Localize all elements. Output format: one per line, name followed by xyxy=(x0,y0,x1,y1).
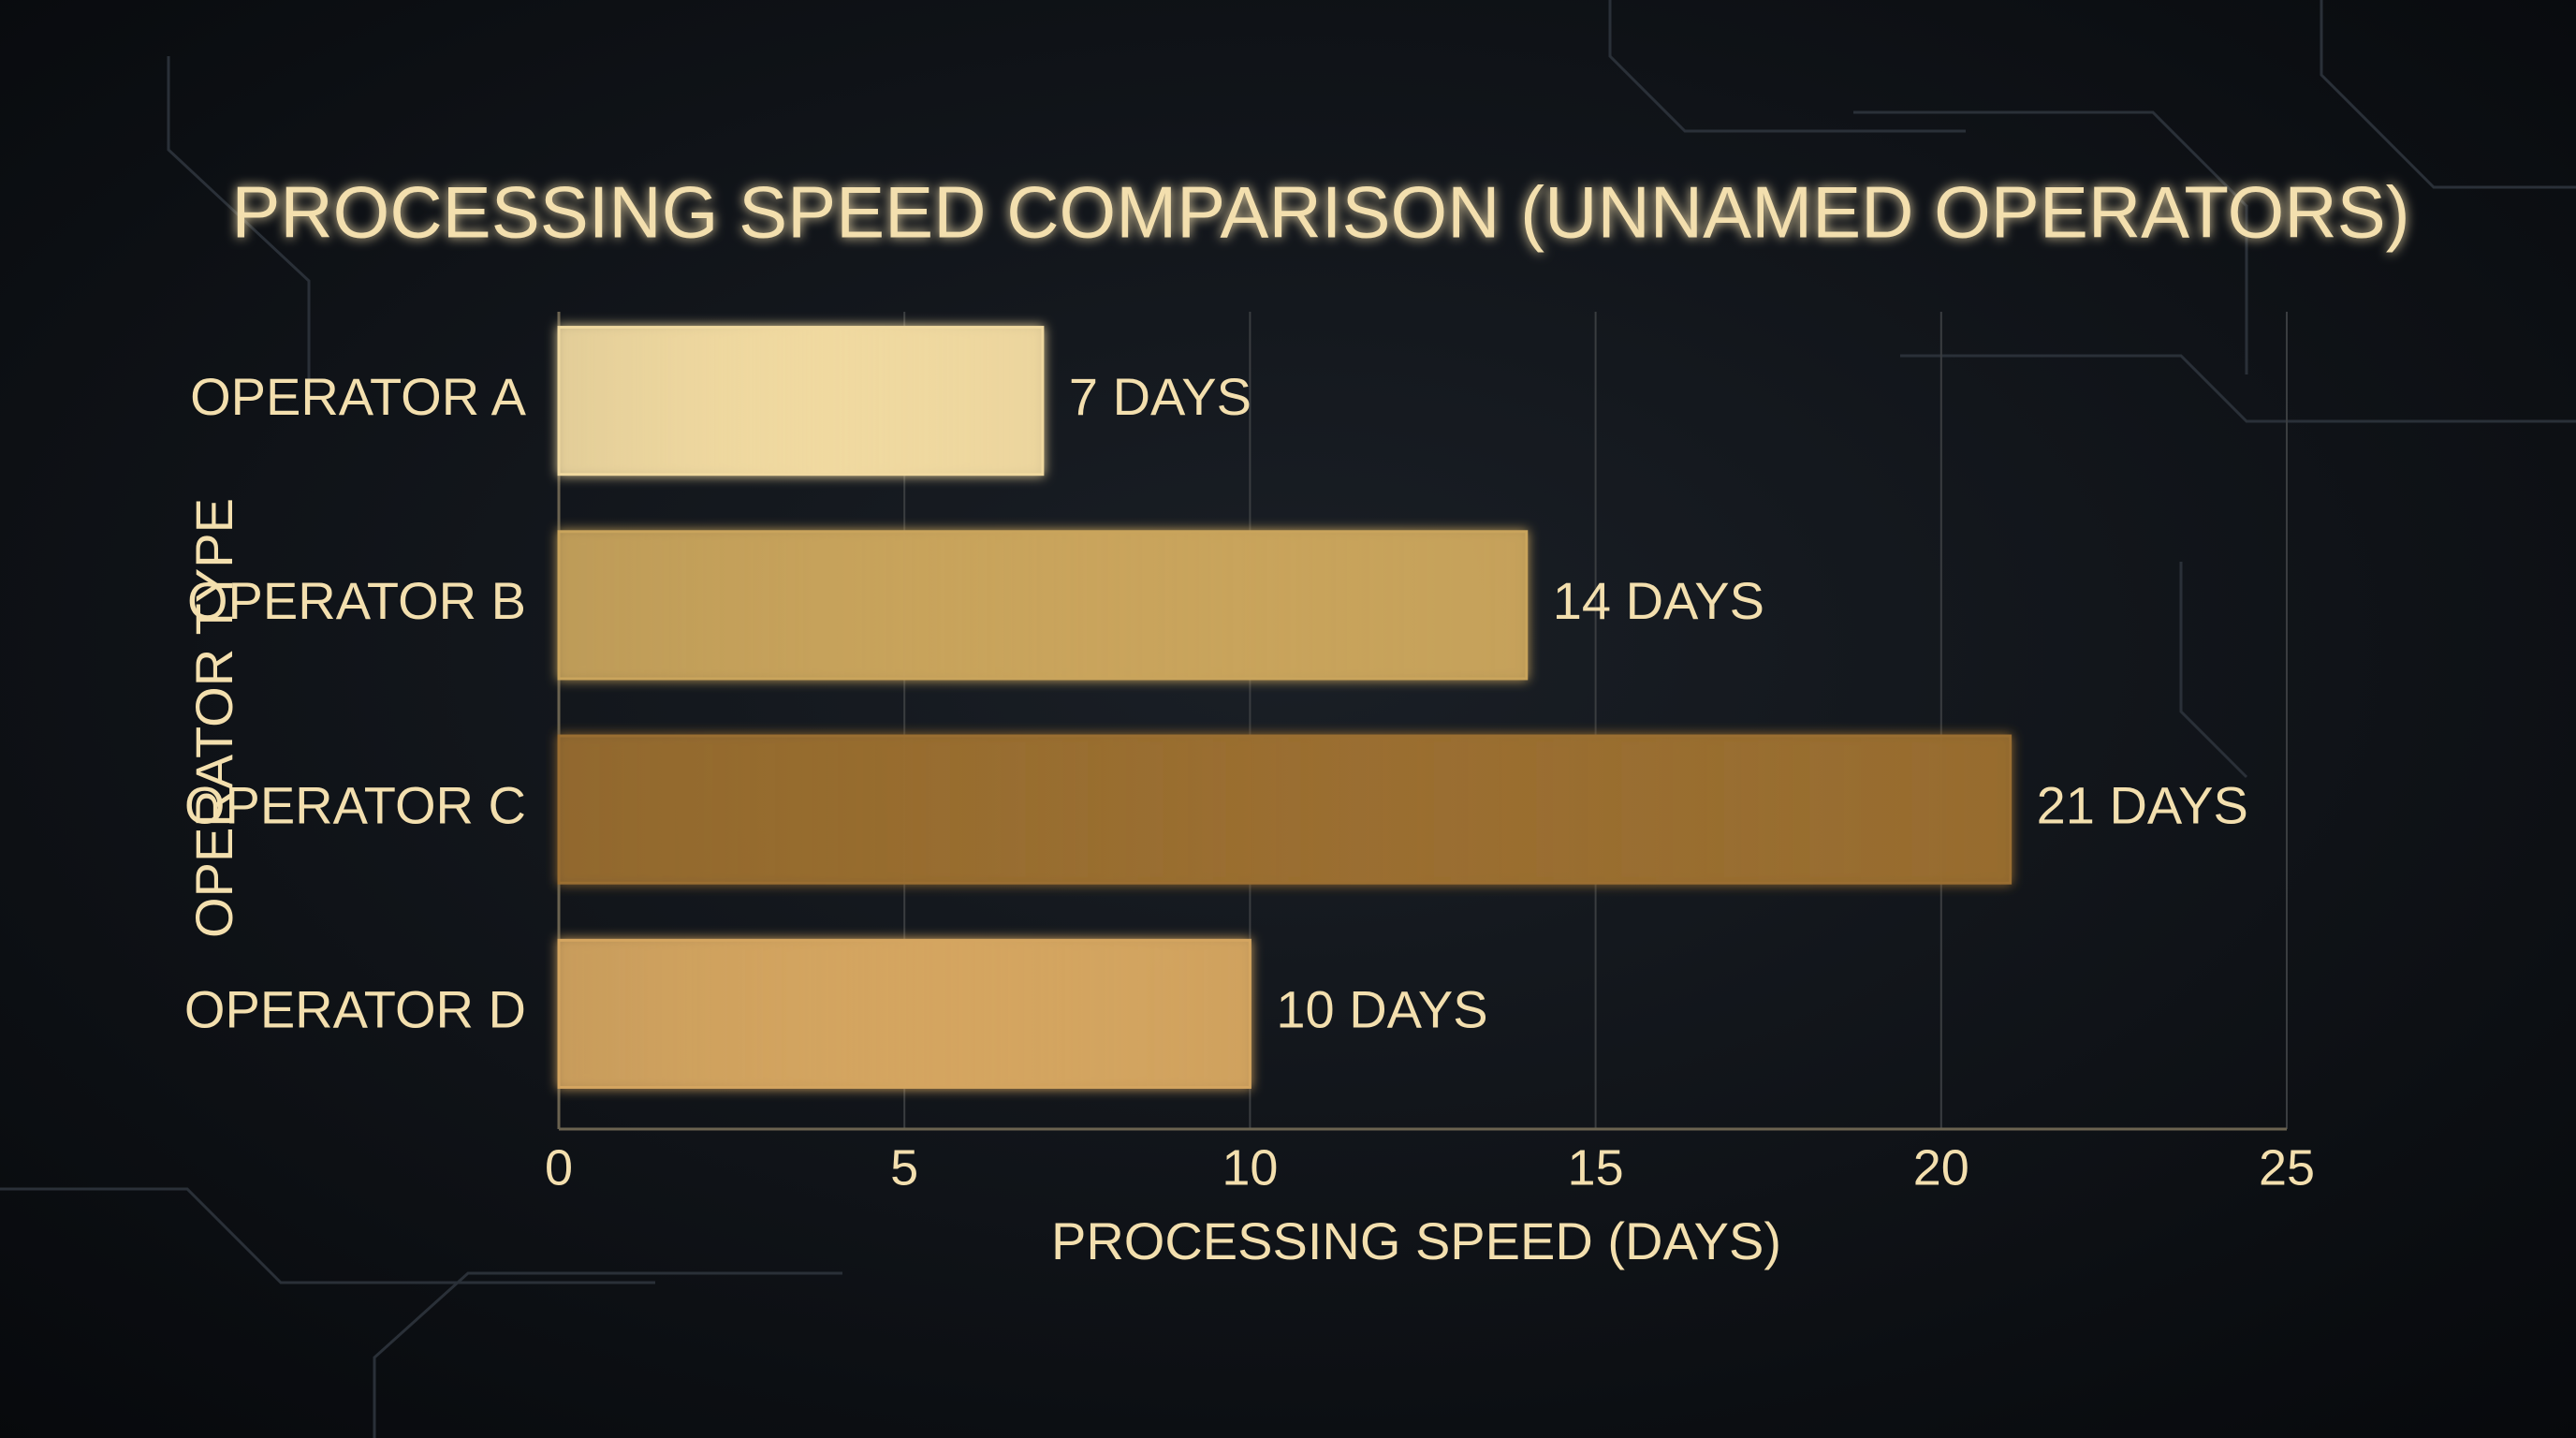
x-tick-label: 20 xyxy=(1913,1139,1969,1196)
value-label: 21 DAYS xyxy=(2037,775,2248,834)
y-tick-label: OPERATOR C xyxy=(184,775,526,834)
bar xyxy=(557,734,2012,885)
bar xyxy=(557,938,1251,1089)
value-label: 7 DAYS xyxy=(1069,367,1251,426)
y-tick-label: OPERATOR B xyxy=(187,571,526,630)
value-label: 10 DAYS xyxy=(1276,980,1487,1039)
y-tick-label: OPERATOR D xyxy=(184,980,526,1039)
value-label: 14 DAYS xyxy=(1553,571,1764,630)
y-axis-label: OPERATOR TYPE xyxy=(184,498,243,938)
chart-title: PROCESSING SPEED COMPARISON (UNNAMED OPE… xyxy=(231,171,2409,254)
x-tick-label: 10 xyxy=(1222,1139,1278,1196)
x-tick-label: 0 xyxy=(545,1139,573,1196)
bar xyxy=(557,530,1529,681)
x-tick-label: 5 xyxy=(890,1139,918,1196)
x-tick-label: 25 xyxy=(2259,1139,2315,1196)
x-tick-label: 15 xyxy=(1568,1139,1624,1196)
bar xyxy=(557,326,1045,477)
x-axis-label: PROCESSING SPEED (DAYS) xyxy=(1051,1211,1781,1270)
y-tick-label: OPERATOR A xyxy=(190,367,527,426)
